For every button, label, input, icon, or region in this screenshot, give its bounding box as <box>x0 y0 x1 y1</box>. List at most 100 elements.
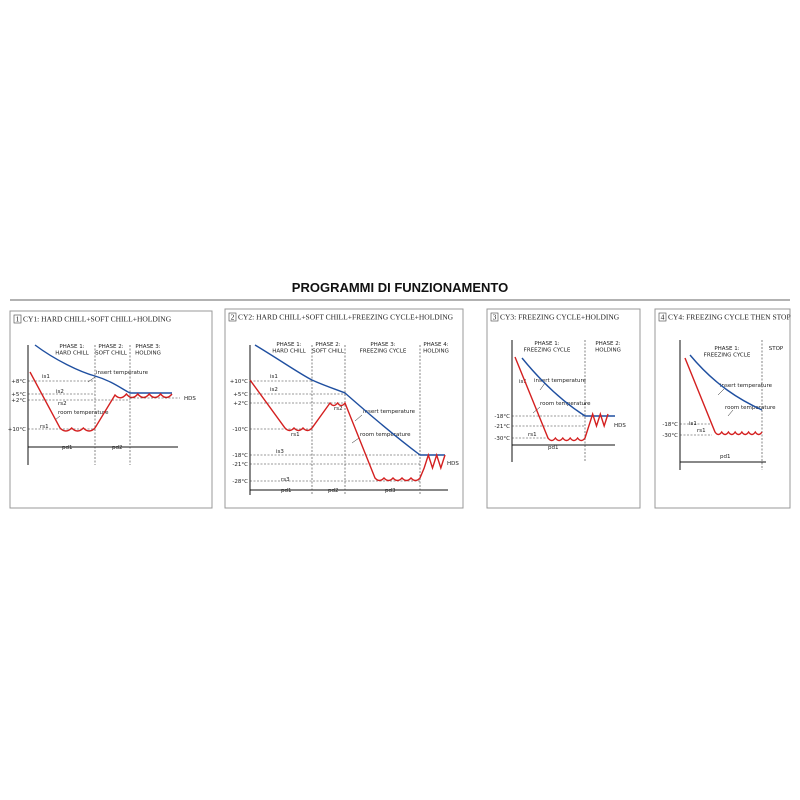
panel-number-box <box>13 314 22 324</box>
leader-line <box>87 376 96 383</box>
panel: 2 CY2: HARD CHILL+SOFT CHILL+FREEZING CYC… <box>224 308 464 509</box>
annotation: room temperature <box>725 405 776 411</box>
annotation: insert temperature <box>534 378 587 384</box>
phase-label: STOP <box>769 346 784 352</box>
annotation: is1 <box>519 379 527 385</box>
panel-number-box <box>228 312 237 322</box>
annotation: rs2 <box>58 401 67 407</box>
phase-label: PHASE 2: <box>595 341 620 347</box>
phase-label: HOLDING <box>423 349 449 355</box>
annotation: is2 <box>56 389 64 395</box>
panel: 4 CY4: FREEZING CYCLE THEN STOP PHASE 1:FR… <box>654 308 791 509</box>
phase-label: FREEZING CYCLE <box>524 348 571 354</box>
phase-label: PHASE 1: <box>276 342 301 348</box>
annotation: insert temperature <box>720 383 773 389</box>
temperature-label: +10°C <box>230 379 248 385</box>
phase-label: HARD CHILL <box>55 351 89 357</box>
leader-line <box>717 388 725 396</box>
annotation: HDS <box>184 396 196 402</box>
annotation: pd2 <box>112 445 122 451</box>
leader-line <box>351 437 360 444</box>
insert-temperature-curve <box>689 354 763 411</box>
phase-label: PHASE 2: <box>315 342 340 348</box>
panel-number-box <box>658 312 667 322</box>
annotation: insert temperature <box>363 409 416 415</box>
temperature-label: -30°C <box>494 436 510 442</box>
annotation: rs2 <box>334 406 343 412</box>
temperature-label: -30°C <box>662 433 678 439</box>
phase-label: PHASE 3: <box>135 344 160 350</box>
panel: 3 CY3: FREEZING CYCLE+HOLDING PHASE 1:FREE… <box>486 308 641 509</box>
annotation: pd1 <box>548 445 558 451</box>
temperature-label: -28°C <box>232 479 248 485</box>
annotation: rs1 <box>697 428 706 434</box>
panel-title: CY4: FREEZING CYCLE THEN STOP <box>668 313 791 322</box>
temperature-label: -21°C <box>494 424 510 430</box>
temperature-label: -18°C <box>662 422 678 428</box>
temperature-label: +2°C <box>233 401 248 407</box>
temperature-label: +5°C <box>11 392 26 398</box>
panel-frame <box>9 310 213 509</box>
room-temperature-curve <box>684 357 763 436</box>
panel-number: 2 <box>231 313 235 322</box>
temperature-label: +5°C <box>233 392 248 398</box>
temperature-label: +10°C <box>8 427 26 433</box>
annotation: room temperature <box>360 432 411 438</box>
page-title: PROGRAMMI DI FUNZIONAMENTO <box>292 280 508 295</box>
temperature-label: -18°C <box>232 453 248 459</box>
leader-line <box>354 414 363 422</box>
room-temperature-curve <box>514 356 609 442</box>
phase-label: PHASE 1: <box>714 346 739 352</box>
phase-label: FREEZING CYCLE <box>704 353 751 359</box>
annotation: room temperature <box>540 401 591 407</box>
annotation: is2 <box>270 387 278 393</box>
annotation: rs1 <box>40 424 49 430</box>
annotation: pd2 <box>328 488 338 494</box>
panel-number: 3 <box>493 313 497 322</box>
phase-label: PHASE 2: <box>98 344 123 350</box>
phase-label: PHASE 1: <box>59 344 84 350</box>
panel-number-box <box>490 312 499 322</box>
leader-line <box>727 409 734 417</box>
annotation: pd3 <box>385 488 396 494</box>
temperature-label: -21°C <box>232 462 248 468</box>
annotation: is3 <box>276 449 284 455</box>
insert-temperature-curve <box>34 344 172 394</box>
annotation: pd1 <box>281 488 291 494</box>
phase-label: PHASE 3: <box>370 342 395 348</box>
panel-frame <box>224 308 464 509</box>
temperature-label: -18°C <box>494 414 510 420</box>
room-temperature-curve <box>29 371 173 432</box>
phase-label: HARD CHILL <box>272 349 306 355</box>
annotation: is1 <box>270 374 278 380</box>
panel-title: CY2: HARD CHILL+SOFT CHILL+FREEZING CYCL… <box>238 313 454 322</box>
annotation: rs3 <box>281 477 290 483</box>
phase-label: PHASE 1: <box>534 341 559 347</box>
insert-temperature-curve <box>254 344 445 456</box>
panel-number: 1 <box>16 315 20 324</box>
phase-label: SOFT CHILL <box>312 349 345 355</box>
insert-temperature-curve <box>521 357 615 417</box>
annotation: is1 <box>42 374 50 380</box>
phase-label: FREEZING CYCLE <box>360 349 407 355</box>
annotation: room temperature <box>58 410 109 416</box>
annotation: is1 <box>689 421 697 427</box>
panel: 1 CY1: HARD CHILL+SOFT CHILL+HOLDING PHASE… <box>8 310 213 509</box>
annotation: HDS <box>447 461 459 467</box>
temperature-label: -10°C <box>232 427 248 433</box>
panel-title: CY1: HARD CHILL+SOFT CHILL+HOLDING <box>23 315 172 324</box>
temperature-label: +2°C <box>11 398 26 404</box>
phase-label: PHASE 4: <box>423 342 448 348</box>
panel-frame <box>654 308 791 509</box>
room-temperature-curve <box>249 379 446 482</box>
panel-frame <box>486 308 641 509</box>
annotation: insert temperature <box>96 370 149 376</box>
annotation: HDS <box>614 423 626 429</box>
leader-line <box>539 382 546 391</box>
annotation: pd1 <box>720 454 730 460</box>
panel-title: CY3: FREEZING CYCLE+HOLDING <box>500 313 620 322</box>
annotation: pd1 <box>62 445 72 451</box>
phase-label: HOLDING <box>135 351 161 357</box>
annotation: rs1 <box>291 432 300 438</box>
